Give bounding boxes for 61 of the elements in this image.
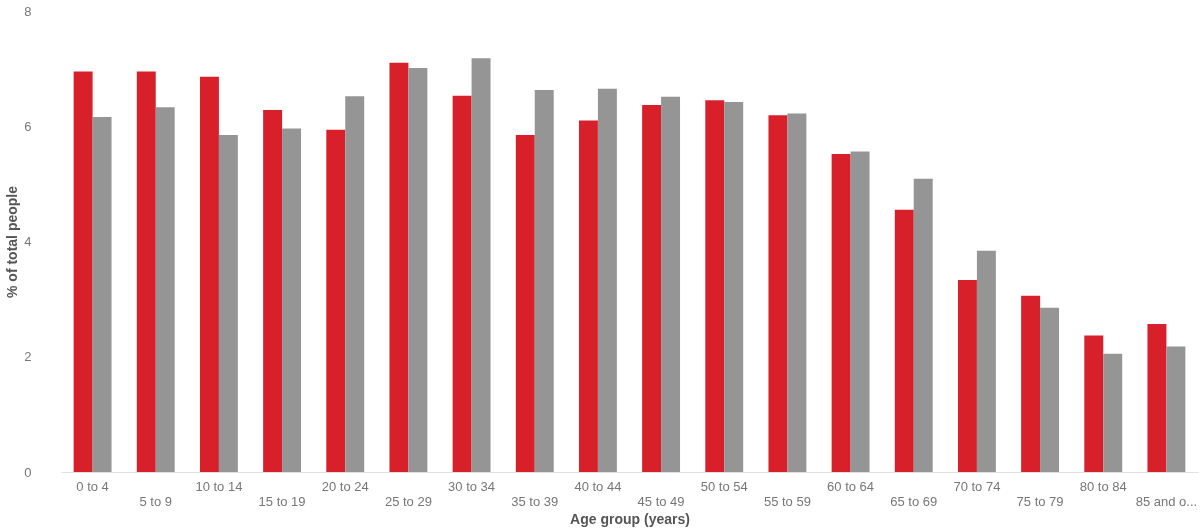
- x-tick-label: 50 to 54: [700, 478, 748, 494]
- bar: [326, 129, 346, 472]
- x-tick-label: 0 to 4: [76, 478, 109, 494]
- y-tick-label: 6: [24, 118, 32, 134]
- x-tick-label: 60 to 64: [827, 478, 875, 494]
- x-tick-label: 30 to 34: [448, 478, 496, 494]
- bar: [768, 115, 788, 472]
- bar: [471, 58, 491, 472]
- bar: [1084, 335, 1104, 472]
- bar: [957, 280, 977, 472]
- bar: [661, 96, 681, 472]
- bar: [136, 71, 156, 472]
- bar: [1103, 353, 1123, 472]
- y-tick-label: 0: [24, 464, 32, 480]
- y-tick-label: 4: [24, 234, 32, 249]
- bar: [597, 88, 617, 472]
- bar: [515, 134, 535, 472]
- x-axis-title: Age group (years): [570, 510, 690, 527]
- y-tick-label: 8: [24, 3, 32, 19]
- x-tick-label: 85 and o...: [1135, 493, 1198, 509]
- bar: [578, 120, 598, 472]
- x-tick-label: 55 to 59: [763, 493, 811, 509]
- x-tick-label: 65 to 69: [890, 493, 938, 509]
- bar: [73, 71, 93, 472]
- bar: [389, 62, 409, 472]
- bar: [1147, 323, 1167, 472]
- bar: [263, 110, 283, 472]
- x-tick-label: 10 to 14: [195, 478, 243, 494]
- bar: [282, 128, 302, 472]
- x-tick-label: 20 to 24: [321, 478, 369, 494]
- bar: [92, 117, 112, 472]
- bar: [534, 89, 554, 472]
- bar: [452, 95, 472, 472]
- x-tick-label: 5 to 9: [139, 493, 173, 509]
- x-tick-label: 45 to 49: [637, 493, 685, 509]
- x-tick-label: 80 to 84: [1079, 478, 1127, 494]
- bar: [787, 113, 807, 472]
- bar: [1040, 307, 1060, 472]
- bar: [155, 107, 175, 472]
- bar: [218, 134, 238, 472]
- bar: [976, 250, 996, 472]
- x-tick-label: 70 to 74: [953, 478, 1001, 494]
- bar: [1021, 295, 1041, 472]
- x-tick-label: 35 to 39: [511, 493, 559, 509]
- x-tick-label: 15 to 19: [258, 493, 306, 509]
- bar: [724, 102, 744, 472]
- x-tick-label: 40 to 44: [574, 478, 622, 494]
- x-tick-label: 75 to 79: [1016, 493, 1064, 509]
- bar: [894, 209, 914, 472]
- bar: [408, 68, 428, 472]
- bar: [199, 76, 219, 472]
- x-tick-label: 25 to 29: [384, 493, 432, 509]
- y-axis-title: % of total people: [4, 185, 21, 298]
- bar: [913, 178, 933, 472]
- bar: [831, 153, 851, 472]
- bar: [642, 104, 662, 472]
- bar: [345, 96, 365, 472]
- y-tick-label: 2: [24, 349, 32, 365]
- bar: [850, 151, 870, 472]
- bar: [1166, 346, 1186, 472]
- bar: [705, 100, 725, 472]
